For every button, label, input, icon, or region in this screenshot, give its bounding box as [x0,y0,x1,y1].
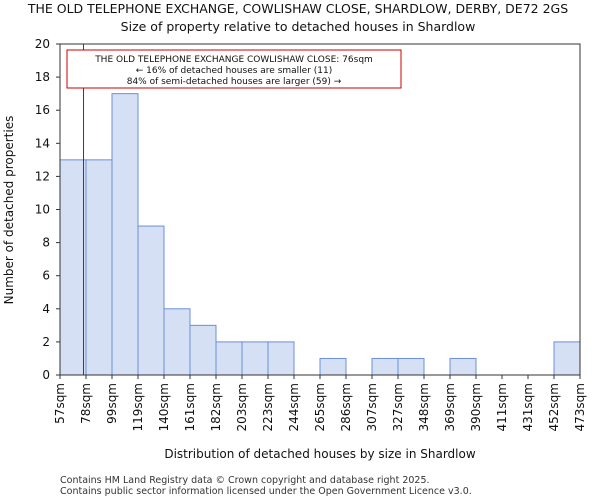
y-tick-label: 18 [35,70,50,84]
bar-140sqm [163,308,191,376]
x-tick-label: 307sqm [365,383,379,431]
annotation-line-1: THE OLD TELEPHONE EXCHANGE COWLISHAW CLO… [94,55,373,65]
y-tick-label: 8 [42,236,50,250]
bar-223sqm [267,341,295,376]
bar-78sqm [85,159,113,376]
plot-frame [59,43,581,376]
footer-line-1: Contains HM Land Registry data © Crown c… [60,475,430,486]
y-tick-label: 12 [35,169,50,183]
x-tick-label: 369sqm [443,383,457,431]
y-tick-label: 16 [35,103,50,117]
x-tick-label: 411sqm [495,383,509,431]
x-tick-label: 244sqm [287,383,301,431]
y-tick-label: 10 [35,203,50,217]
y-axis-ticks: 0 2 4 6 8 10 12 14 16 18 20 [35,37,60,382]
x-axis-label: Distribution of detached houses by size … [164,447,475,461]
y-tick-label: 2 [42,335,50,349]
x-tick-label: 140sqm [157,383,171,431]
x-tick-label: 203sqm [235,383,249,431]
y-tick-label: 6 [42,269,50,283]
x-tick-label: 473sqm [573,383,587,431]
x-tick-label: 99sqm [105,383,119,424]
x-tick-label: 265sqm [313,383,327,431]
annotation-box: THE OLD TELEPHONE EXCHANGE COWLISHAW CLO… [66,49,402,89]
bar-161sqm [189,324,217,376]
x-tick-label: 182sqm [209,383,223,431]
x-tick-label: 57sqm [53,383,67,424]
bar-182sqm [215,341,243,376]
bar-369sqm [449,357,477,376]
annotation-line-3: 84% of semi-detached houses are larger (… [127,77,342,87]
x-tick-label: 223sqm [261,383,275,431]
x-tick-label: 119sqm [131,383,145,431]
bar-99sqm [111,93,139,376]
bar-203sqm [241,341,269,376]
x-tick-label: 78sqm [79,383,93,424]
x-axis-ticks: 57sqm 78sqm 99sqm 119sqm 140sqm 161sqm 182sqm 2… [53,375,587,431]
bar-452sqm [553,341,581,376]
x-tick-label: 452sqm [547,383,561,431]
annotation-line-2: ← 16% of detached houses are smaller (11… [136,66,333,76]
x-tick-label: 286sqm [339,383,353,431]
x-tick-label: 390sqm [469,383,483,431]
bar-57sqm [59,159,87,376]
y-tick-label: 20 [35,37,50,51]
y-tick-label: 4 [42,302,50,316]
chart-subtitle: Size of property relative to detached ho… [121,19,476,34]
footer-line-2: Contains public sector information licen… [60,486,472,497]
y-axis-label: Number of detached properties [2,116,16,305]
chart-title: THE OLD TELEPHONE EXCHANGE, COWLISHAW CL… [27,1,568,16]
y-tick-label: 14 [35,136,50,150]
bar-327sqm [397,357,425,376]
y-tick-label: 0 [42,368,50,382]
x-tick-label: 431sqm [521,383,535,431]
bar-119sqm [137,225,165,376]
x-tick-label: 327sqm [391,383,405,431]
bar-307sqm [371,357,399,376]
x-tick-label: 161sqm [183,383,197,431]
bar-265sqm [319,357,347,376]
bars-group [59,93,581,376]
x-tick-label: 348sqm [417,383,431,431]
